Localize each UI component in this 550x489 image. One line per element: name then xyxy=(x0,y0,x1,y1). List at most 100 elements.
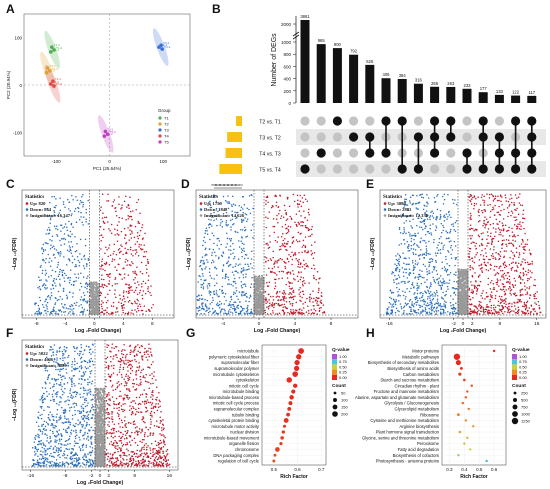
volcano-point xyxy=(47,276,50,278)
volcano-point xyxy=(469,265,472,267)
volcano-point xyxy=(41,259,44,261)
matrix-dot-active xyxy=(316,148,326,158)
volcano-point xyxy=(96,304,98,306)
volcano-point xyxy=(91,299,93,301)
volcano-point xyxy=(90,286,92,289)
volcano-point xyxy=(273,263,275,265)
volcano-point xyxy=(227,283,229,285)
volcano-point xyxy=(313,264,315,266)
volcano-point xyxy=(295,224,298,227)
volcano-point xyxy=(59,296,61,298)
volcano-point xyxy=(297,241,299,243)
volcano-point xyxy=(57,251,59,254)
volcano-point xyxy=(504,310,506,313)
volcano-point xyxy=(248,208,250,211)
volcano-point xyxy=(41,272,44,275)
x-axis-label: Log ₂Fold Change) xyxy=(75,328,122,334)
volcano-point xyxy=(424,233,427,236)
volcano-point xyxy=(437,302,440,304)
volcano-point xyxy=(271,305,273,307)
volcano-point xyxy=(241,249,244,252)
volcano-point xyxy=(497,227,500,229)
volcano-point xyxy=(83,267,86,270)
volcano-point xyxy=(99,294,102,297)
volcano-point xyxy=(250,229,252,231)
volcano-point xyxy=(266,301,269,303)
volcano-point xyxy=(77,277,80,279)
volcano-point xyxy=(481,249,483,252)
volcano-point xyxy=(107,193,109,196)
volcano-point xyxy=(390,297,393,300)
y-tick-label: 1000 xyxy=(281,40,292,45)
volcano-point xyxy=(323,311,326,314)
statistics-label: Down: 1848 xyxy=(204,207,228,212)
volcano-point xyxy=(205,247,207,249)
volcano-point xyxy=(202,302,204,304)
volcano-point xyxy=(100,268,102,270)
volcano-point xyxy=(428,216,431,219)
volcano-point xyxy=(402,290,404,293)
volcano-point xyxy=(86,285,89,288)
volcano-point xyxy=(122,295,125,297)
volcano-point xyxy=(297,261,300,263)
volcano-point xyxy=(290,296,293,299)
volcano-point xyxy=(468,196,471,198)
volcano-point xyxy=(53,277,56,280)
volcano-point xyxy=(93,302,95,305)
volcano-point xyxy=(487,306,489,308)
volcano-point xyxy=(525,306,528,308)
volcano-point xyxy=(440,235,442,238)
volcano-point xyxy=(264,291,266,293)
matrix-dot-active xyxy=(300,164,310,174)
volcano-point xyxy=(267,307,270,310)
volcano-point xyxy=(38,296,41,299)
volcano-point xyxy=(69,276,72,279)
volcano-point xyxy=(93,283,96,285)
volcano-point xyxy=(473,309,476,311)
volcano-point xyxy=(95,290,97,292)
volcano-point xyxy=(514,235,516,238)
volcano-point xyxy=(392,271,395,274)
volcano-point xyxy=(92,293,95,295)
y-tick-label: 100 xyxy=(14,36,22,41)
volcano-point xyxy=(501,222,504,224)
volcano-point xyxy=(44,274,47,276)
volcano-point xyxy=(85,300,87,303)
volcano-point xyxy=(43,283,45,285)
volcano-point xyxy=(113,250,115,253)
volcano-point xyxy=(90,304,93,307)
volcano-point xyxy=(310,267,313,270)
confidence-ellipse xyxy=(44,30,61,69)
volcano-point xyxy=(88,284,91,287)
volcano-point xyxy=(260,279,263,281)
volcano-point xyxy=(283,303,286,306)
volcano-point xyxy=(485,218,488,220)
volcano-point xyxy=(294,309,297,311)
volcano-point xyxy=(236,295,238,298)
volcano-point xyxy=(260,293,262,296)
volcano-point xyxy=(51,283,54,286)
pca-point-label: T3-2 xyxy=(163,41,170,45)
volcano-point xyxy=(303,210,305,212)
volcano-point xyxy=(111,285,114,287)
volcano-point xyxy=(141,226,143,229)
x-tick-label: 8 xyxy=(330,321,333,327)
volcano-point xyxy=(290,288,293,290)
volcano-point xyxy=(502,262,505,265)
volcano-point xyxy=(283,313,285,315)
volcano-point xyxy=(261,281,263,284)
volcano-point xyxy=(297,263,300,265)
volcano-point xyxy=(240,281,243,283)
volcano-point xyxy=(136,307,139,310)
volcano-point xyxy=(237,264,240,266)
volcano-point xyxy=(59,209,62,212)
volcano-point xyxy=(258,293,260,296)
volcano-point xyxy=(53,282,56,284)
volcano-point xyxy=(213,284,216,287)
volcano-point xyxy=(129,215,131,218)
volcano-point xyxy=(450,307,453,310)
volcano-point xyxy=(121,206,123,209)
volcano-point xyxy=(239,313,242,315)
statistics-label: Insignificant: 16,347 xyxy=(30,213,71,218)
volcano-point xyxy=(296,202,299,205)
